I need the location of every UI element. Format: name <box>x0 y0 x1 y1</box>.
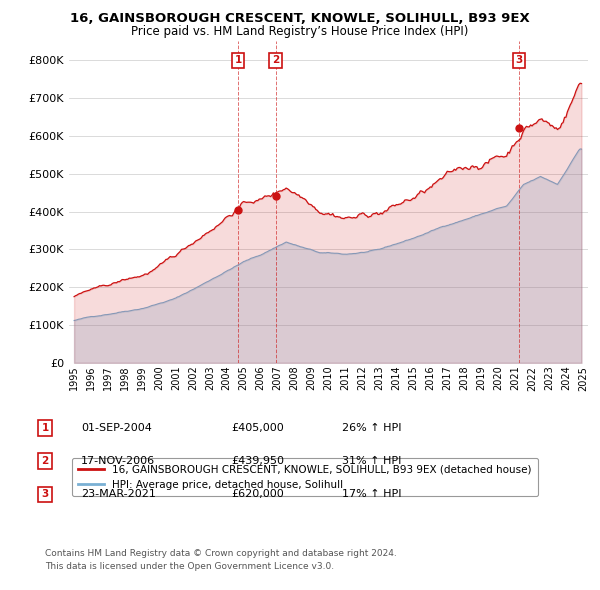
Text: £439,950: £439,950 <box>231 457 284 466</box>
Text: 2: 2 <box>41 457 49 466</box>
Text: 16, GAINSBOROUGH CRESCENT, KNOWLE, SOLIHULL, B93 9EX: 16, GAINSBOROUGH CRESCENT, KNOWLE, SOLIH… <box>70 12 530 25</box>
Text: £620,000: £620,000 <box>231 490 284 499</box>
Text: 01-SEP-2004: 01-SEP-2004 <box>81 423 152 432</box>
Text: Contains HM Land Registry data © Crown copyright and database right 2024.: Contains HM Land Registry data © Crown c… <box>45 549 397 558</box>
Text: 3: 3 <box>515 55 523 65</box>
Text: 17-NOV-2006: 17-NOV-2006 <box>81 457 155 466</box>
Text: Price paid vs. HM Land Registry’s House Price Index (HPI): Price paid vs. HM Land Registry’s House … <box>131 25 469 38</box>
Text: 1: 1 <box>41 423 49 432</box>
Text: £405,000: £405,000 <box>231 423 284 432</box>
Text: 3: 3 <box>41 490 49 499</box>
Text: 31% ↑ HPI: 31% ↑ HPI <box>342 457 401 466</box>
Text: This data is licensed under the Open Government Licence v3.0.: This data is licensed under the Open Gov… <box>45 562 334 571</box>
Legend: 16, GAINSBOROUGH CRESCENT, KNOWLE, SOLIHULL, B93 9EX (detached house), HPI: Aver: 16, GAINSBOROUGH CRESCENT, KNOWLE, SOLIH… <box>71 458 538 496</box>
Text: 26% ↑ HPI: 26% ↑ HPI <box>342 423 401 432</box>
Text: 2: 2 <box>272 55 279 65</box>
Text: 1: 1 <box>235 55 242 65</box>
Text: 17% ↑ HPI: 17% ↑ HPI <box>342 490 401 499</box>
Text: 23-MAR-2021: 23-MAR-2021 <box>81 490 156 499</box>
